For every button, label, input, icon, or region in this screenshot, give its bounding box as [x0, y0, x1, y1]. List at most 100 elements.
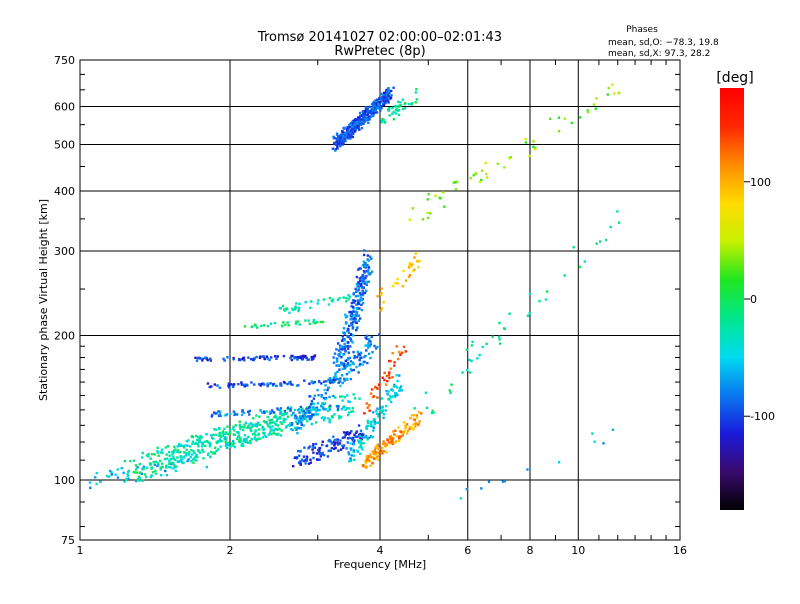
- data-point: [335, 140, 339, 143]
- data-point: [329, 449, 332, 452]
- data-point: [508, 312, 511, 315]
- data-point: [336, 358, 339, 361]
- data-point: [336, 142, 340, 146]
- data-point: [532, 140, 535, 143]
- data-point: [389, 434, 393, 438]
- data-point: [341, 348, 344, 351]
- data-point: [369, 453, 372, 456]
- data-point: [365, 283, 368, 287]
- data-point: [348, 123, 351, 127]
- data-point: [300, 421, 303, 424]
- data-point: [325, 444, 328, 448]
- grid-lines: [80, 60, 680, 540]
- data-point: [286, 321, 289, 324]
- data-point: [298, 323, 301, 326]
- data-point: [347, 126, 350, 130]
- data-point: [301, 407, 304, 411]
- data-point: [153, 463, 156, 467]
- data-point: [352, 301, 356, 304]
- data-point: [251, 423, 255, 427]
- data-point: [330, 446, 333, 450]
- data-point: [298, 461, 301, 464]
- data-point: [368, 105, 371, 109]
- data-point: [358, 291, 362, 295]
- data-point: [290, 413, 293, 417]
- data-point: [393, 395, 397, 398]
- data-point: [480, 487, 483, 490]
- data-point: [320, 416, 324, 420]
- data-point: [376, 444, 380, 448]
- data-point: [289, 382, 292, 386]
- data-point: [387, 87, 390, 90]
- data-point: [363, 265, 366, 268]
- data-point: [344, 433, 347, 437]
- data-point: [407, 275, 411, 279]
- data-point: [349, 447, 352, 450]
- data-point: [348, 407, 351, 410]
- data-point: [198, 440, 201, 443]
- data-point: [333, 442, 337, 446]
- data-point: [202, 450, 205, 453]
- data-point: [376, 443, 379, 447]
- data-point: [346, 413, 350, 417]
- data-point: [167, 465, 171, 469]
- data-point: [243, 359, 246, 362]
- data-point: [352, 299, 355, 302]
- data-point: [95, 482, 98, 486]
- data-point: [340, 374, 344, 377]
- data-point: [366, 269, 370, 272]
- data-point: [591, 432, 594, 435]
- data-point: [374, 347, 378, 350]
- data-point: [344, 359, 347, 363]
- data-point: [222, 357, 225, 361]
- data-point: [393, 364, 396, 367]
- data-point: [282, 420, 285, 423]
- data-point: [341, 436, 345, 439]
- data-point: [557, 129, 561, 133]
- data-point: [238, 358, 241, 361]
- data-point: [300, 458, 304, 461]
- data-point: [353, 127, 356, 130]
- data-point: [216, 384, 219, 387]
- data-point: [305, 356, 308, 360]
- data-point: [401, 431, 404, 435]
- data-point: [344, 313, 347, 316]
- data-point: [337, 443, 340, 446]
- data-point: [279, 407, 283, 410]
- data-point: [427, 192, 430, 196]
- data-point: [432, 411, 435, 414]
- data-point: [247, 424, 250, 427]
- data-point: [308, 417, 311, 421]
- data-point: [185, 448, 188, 452]
- data-point: [249, 426, 252, 430]
- data-point: [468, 358, 471, 362]
- data-point: [225, 413, 229, 416]
- data-point: [218, 439, 221, 443]
- data-point: [380, 446, 384, 450]
- data-point: [260, 382, 263, 386]
- data-point: [586, 110, 590, 114]
- data-point: [417, 265, 420, 269]
- data-point: [301, 418, 304, 422]
- data-point: [179, 455, 182, 458]
- data-point: [365, 427, 369, 431]
- data-point: [361, 289, 364, 292]
- data-point: [160, 451, 163, 454]
- data-point: [263, 434, 266, 437]
- data-point: [415, 416, 419, 419]
- data-point: [363, 263, 366, 266]
- data-point: [358, 434, 361, 438]
- data-point: [336, 377, 339, 381]
- data-point: [341, 399, 344, 402]
- data-point: [347, 294, 350, 297]
- data-point: [289, 356, 292, 360]
- data-point: [415, 87, 418, 91]
- data-point: [353, 299, 357, 303]
- data-point: [274, 433, 277, 436]
- data-point: [159, 466, 162, 469]
- data-point: [225, 446, 229, 450]
- data-point: [176, 456, 179, 459]
- data-point: [377, 448, 380, 451]
- data-point: [89, 486, 92, 490]
- data-point: [335, 132, 339, 135]
